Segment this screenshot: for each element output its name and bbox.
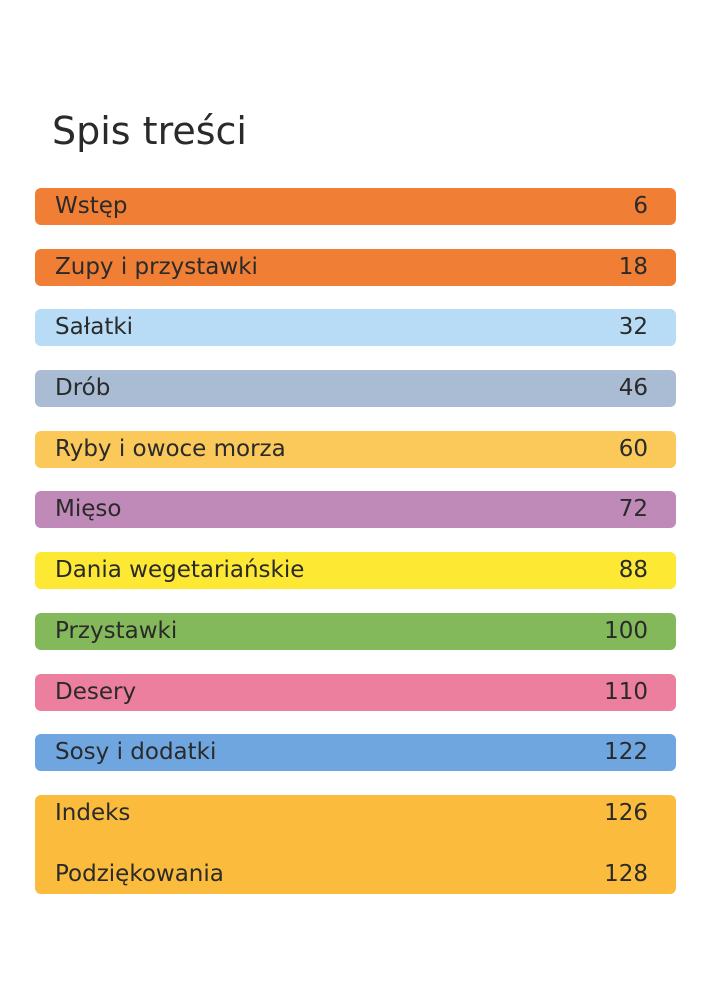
toc-page-number: 6	[633, 193, 648, 219]
table-of-contents: Wstęp 6 Zupy i przystawki 18 Sałatki 32 …	[35, 188, 676, 894]
toc-label: Wstęp	[55, 193, 128, 219]
toc-label: Indeks	[55, 799, 131, 826]
toc-row-przystawki[interactable]: Przystawki 100	[35, 612, 676, 650]
page-title: Spis treści	[52, 109, 247, 153]
toc-label: Desery	[55, 678, 137, 705]
toc-page-number: 60	[618, 435, 648, 462]
toc-row-salatki[interactable]: Sałatki 32	[35, 309, 676, 347]
toc-label: Przystawki	[55, 617, 178, 644]
toc-row-indeks[interactable]: Indeks 126	[55, 795, 648, 832]
toc-row-sosy-i-dodatki[interactable]: Sosy i dodatki 122	[35, 734, 676, 772]
toc-page-number: 46	[618, 375, 648, 402]
toc-page-number: 122	[604, 739, 648, 766]
toc-page-number: 126	[604, 799, 648, 826]
toc-row-mieso[interactable]: Mięso 72	[35, 491, 676, 529]
toc-page-number: 100	[604, 617, 648, 644]
toc-row-desery[interactable]: Desery 110	[35, 673, 676, 711]
toc-row-ryby-i-owoce-morza[interactable]: Ryby i owoce morza 60	[35, 430, 676, 468]
toc-row-dania-wegetarianskie[interactable]: Dania wegetariańskie 88	[35, 552, 676, 590]
toc-page-number: 72	[618, 496, 648, 523]
toc-label: Mięso	[55, 496, 122, 523]
toc-label: Podziękowania	[55, 860, 224, 887]
toc-row-podziekowania[interactable]: Podziękowania 128	[55, 856, 648, 893]
toc-label: Drób	[55, 375, 111, 402]
toc-page-number: 18	[618, 253, 648, 280]
toc-label: Sosy i dodatki	[55, 739, 217, 766]
toc-row-wstep[interactable]: Wstęp 6	[35, 188, 676, 225]
toc-row-zupy-i-przystawki[interactable]: Zupy i przystawki 18	[35, 248, 676, 286]
toc-label: Sałatki	[55, 314, 134, 341]
toc-page-number: 110	[604, 678, 648, 705]
toc-group-back-matter: Indeks 126 Podziękowania 128	[35, 794, 676, 894]
toc-page-number: 88	[618, 557, 648, 584]
toc-page-number: 32	[618, 314, 648, 341]
toc-label: Dania wegetariańskie	[55, 557, 305, 584]
toc-label: Ryby i owoce morza	[55, 435, 286, 462]
toc-row-drob[interactable]: Drób 46	[35, 370, 676, 408]
toc-page-number: 128	[604, 860, 648, 887]
toc-label: Zupy i przystawki	[55, 253, 258, 280]
